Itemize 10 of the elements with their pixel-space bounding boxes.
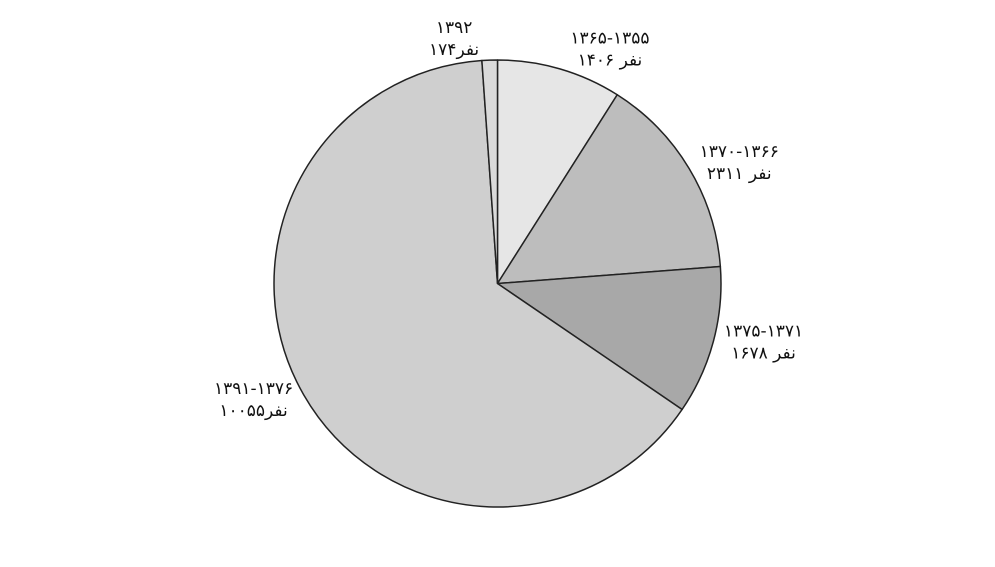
slice-label: ۱۳۶۵-۱۳۵۵	[570, 28, 650, 48]
data-label: ۱۶۷۸ نفر	[731, 344, 796, 364]
slice-label: ۱۳۷۰-۱۳۶۶	[700, 142, 779, 162]
data-label: ۱۰۰۵۵نفر	[219, 401, 288, 422]
data-label: ۱۷۴نفر	[429, 40, 480, 60]
data-label: ۱۴۰۶ نفر	[578, 50, 642, 71]
slice-label: ۱۳۹۱-۱۳۷۶	[214, 378, 294, 399]
slice-label: ۱۳۹۲	[436, 18, 472, 38]
slice-label: ۱۳۷۵-۱۳۷۱	[724, 322, 804, 342]
data-label: ۲۳۱۱ نفر	[706, 164, 772, 184]
